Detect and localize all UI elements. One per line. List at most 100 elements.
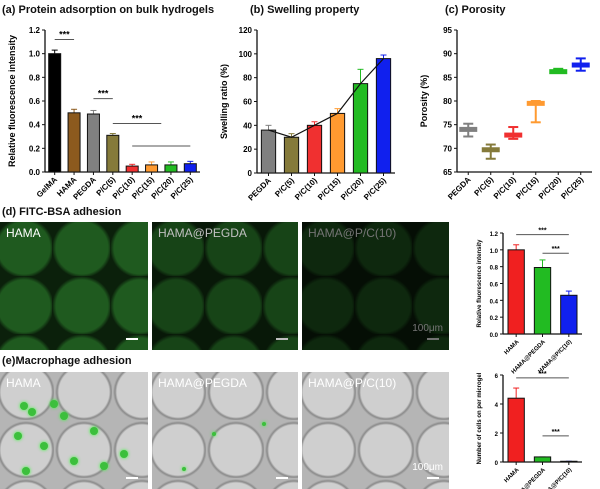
y-tick-label: 0 xyxy=(248,169,253,178)
panel-a-title: (a) Protein adsorption on bulk hydrogels xyxy=(2,4,215,16)
bar-HAMA xyxy=(507,397,525,463)
y-tick-label: 40 xyxy=(243,121,252,130)
y-tick-label: 0.2 xyxy=(29,144,41,153)
y-tick-label: 100 xyxy=(239,50,253,59)
bar-HAMA@PEGDA xyxy=(533,456,552,463)
x-tick-label: GelMA xyxy=(35,175,59,199)
y-tick-label: 75 xyxy=(443,121,452,130)
scale-bar xyxy=(126,338,138,340)
fluorescence-image-pegda: HAMA@PEGDA xyxy=(152,222,298,350)
y-tick-label: 1.0 xyxy=(29,50,41,59)
panel-d-title: (d) FITC-BSA adhesion xyxy=(2,206,122,218)
y-axis-label: Relative fluorescence intensity xyxy=(7,35,17,167)
box-P/C(25) xyxy=(571,62,590,68)
box-P/C(20) xyxy=(549,69,568,75)
x-tick-label: HAMA xyxy=(504,467,521,484)
x-tick-label: PEGDA xyxy=(246,176,273,203)
bar-P/C(15) xyxy=(145,164,159,173)
brightfield-image-pc10: HAMA@P/C(10) 100μm xyxy=(302,372,449,489)
box-PEGDA xyxy=(459,126,478,132)
significance-label: *** xyxy=(552,429,560,436)
box-P/C(5) xyxy=(481,147,500,153)
y-tick-label: 85 xyxy=(443,73,452,82)
x-tick-label: P/C(25) xyxy=(559,175,585,201)
y-tick-label: 95 xyxy=(443,26,452,35)
image-label: HAMA@PEGDA xyxy=(158,226,247,240)
x-tick-label: P/C(15) xyxy=(316,176,342,202)
y-tick-label: 70 xyxy=(443,144,452,153)
bar-HAMA@P/C(10) xyxy=(560,460,578,463)
scale-bar xyxy=(276,477,288,479)
y-tick-label: 0.6 xyxy=(490,283,499,289)
brightfield-image-hama: HAMA xyxy=(0,372,148,489)
y-tick-label: 120 xyxy=(239,26,253,35)
fluorescence-image-hama: HAMA xyxy=(0,222,148,350)
y-tick-label: 0 xyxy=(495,461,499,467)
x-tick-label: P/C(20) xyxy=(537,175,563,201)
trend-line xyxy=(268,58,384,138)
bar-P/C(20) xyxy=(352,83,369,174)
y-tick-label: 90 xyxy=(443,50,452,59)
y-tick-label: 80 xyxy=(243,74,252,83)
x-tick-label: HAMA xyxy=(504,339,521,356)
scale-bar xyxy=(126,477,138,479)
brightfield-image-pegda: HAMA@PEGDA xyxy=(152,372,298,489)
scale-text: 100μm xyxy=(412,323,443,334)
y-tick-label: 0.8 xyxy=(29,73,41,82)
bar-HAMA@P/C(10) xyxy=(560,294,578,335)
scale-bar xyxy=(427,477,439,479)
bar-P/C(20) xyxy=(164,164,178,173)
y-tick-label: 1.2 xyxy=(490,232,499,238)
bar-P/C(10) xyxy=(306,124,323,174)
bar-GelMA xyxy=(48,53,62,173)
bar-HAMA@PEGDA xyxy=(533,267,552,335)
bar-P/C(10) xyxy=(125,165,139,173)
significance-label: *** xyxy=(132,113,143,123)
image-label: HAMA@P/C(10) xyxy=(308,376,397,390)
y-tick-label: 0.6 xyxy=(29,97,41,106)
scale-bar xyxy=(427,338,439,340)
y-tick-label: 0.0 xyxy=(29,168,41,177)
y-axis-label: Relative fluorescence intensity xyxy=(477,239,483,328)
y-tick-label: 0.2 xyxy=(490,316,499,322)
box-P/C(10) xyxy=(504,132,523,138)
x-tick-label: P/C(25) xyxy=(169,175,195,201)
y-tick-label: 60 xyxy=(243,98,252,107)
significance-label: *** xyxy=(98,89,109,99)
y-tick-label: 1.0 xyxy=(490,249,499,255)
significance-label: *** xyxy=(538,371,546,378)
bar-P/C(15) xyxy=(329,112,346,174)
image-label: HAMA xyxy=(6,376,41,390)
image-label: HAMA xyxy=(6,226,41,240)
y-tick-label: 6 xyxy=(495,374,499,380)
y-tick-label: 2 xyxy=(495,432,499,438)
bar-PEGDA xyxy=(86,113,100,173)
y-axis-label: Number of cells on per microgel xyxy=(477,372,483,464)
panel-c-title: (c) Porosity xyxy=(445,4,506,16)
bar-P/C(25) xyxy=(375,58,392,174)
y-tick-label: 65 xyxy=(443,168,452,177)
box-P/C(15) xyxy=(526,100,545,106)
bar-P/C(25) xyxy=(183,163,197,173)
scale-bar xyxy=(276,338,288,340)
x-tick-label: P/C(25) xyxy=(362,176,388,202)
x-tick-label: PEGDA xyxy=(446,175,473,202)
panel-e-title: (e)Macrophage adhesion xyxy=(2,355,132,367)
y-axis-label: Porosity (%) xyxy=(419,75,429,128)
x-tick-label: P/C(20) xyxy=(339,176,365,202)
y-tick-label: 0.8 xyxy=(490,266,499,272)
panel-b-title: (b) Swelling property xyxy=(250,4,360,16)
y-tick-label: 0.4 xyxy=(29,121,41,130)
scale-text: 100μm xyxy=(412,462,443,473)
significance-label: *** xyxy=(552,246,560,253)
significance-label: *** xyxy=(59,29,70,39)
y-tick-label: 4 xyxy=(495,403,499,409)
x-tick-label: P/C(10) xyxy=(293,176,319,202)
y-axis-label: Swelling ratio (%) xyxy=(219,64,229,139)
y-tick-label: 20 xyxy=(243,145,252,154)
image-label: HAMA@PEGDA xyxy=(158,376,247,390)
bar-HAMA xyxy=(67,112,81,173)
y-tick-label: 0.4 xyxy=(490,299,499,305)
y-tick-label: 0.0 xyxy=(490,333,499,339)
